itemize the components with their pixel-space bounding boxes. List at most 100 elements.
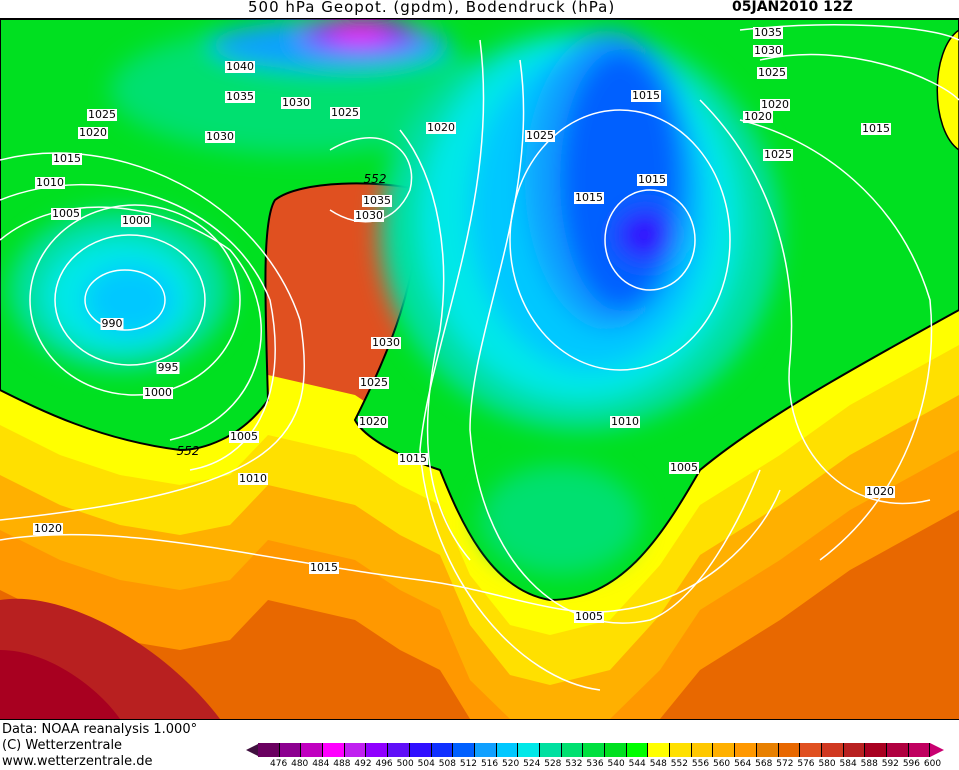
legend-swatch [474,743,497,757]
isobar-label: 1005 [574,610,604,623]
isobar-label: 990 [100,317,124,330]
isobar-label: 1020 [743,110,773,123]
map-title: 500 hPa Geopot. (gpdm), Bodendruck (hPa) [248,0,616,16]
geopotential-label: 552 [176,444,200,458]
isobar-label: 1030 [371,336,401,349]
isobar-label: 1030 [281,96,311,109]
legend-swatch [865,743,887,757]
isobar-label: 1030 [205,130,235,143]
legend-swatch [388,743,410,757]
isobar-label: 1035 [753,26,783,39]
isobar-label: 1025 [87,108,117,121]
legend-tick-label: 488 [333,759,351,769]
legend-swatch [886,743,909,757]
warm-band [0,510,959,719]
legend-swatch [843,743,866,757]
legend-tick-label: 528 [544,759,562,769]
legend-swatch [821,743,844,757]
cold-areas [10,19,780,575]
map-date: 05JAN2010 12Z [732,0,853,15]
legend-swatch [258,743,280,757]
legend-swatch [431,743,454,757]
isobar-label: 1025 [359,376,389,389]
isobar-label: 1020 [426,121,456,134]
legend-tick-label: 572 [776,759,794,769]
warm-patch-northeast [936,29,959,151]
isobar-label: 1020 [33,522,63,535]
legend-tick-label: 600 [923,759,942,769]
map-header: 500 hPa Geopot. (gpdm), Bodendruck (hPa)… [0,0,959,18]
isobar-label: 1015 [309,561,339,574]
legend-tick-label: 580 [818,759,836,769]
isobar-label: 1020 [865,485,895,498]
legend-tick-label: 544 [628,759,646,769]
legend-swatch [279,743,302,757]
legend-swatch [583,743,605,757]
isobar-label: 1035 [225,90,255,103]
isobar-label: 1015 [52,152,82,165]
isobar-label: 1005 [669,461,699,474]
legend-tick-label: 536 [586,759,604,769]
legend-tick-label: 496 [375,759,393,769]
legend-tick-label: 568 [755,759,773,769]
geopotential-label: 552 [363,172,387,186]
website-link[interactable]: www.wetterzentrale.de [2,754,153,769]
legend-swatch [691,743,714,757]
warm-core-inner [0,650,120,719]
legend-swatch [453,743,475,757]
isobar-label: 1025 [330,106,360,119]
legend-swatch [518,743,540,757]
legend-tick-label: 556 [691,759,710,769]
legend-swatch [648,743,671,757]
isobar-label: 1040 [225,60,255,73]
legend-swatch [735,743,757,757]
legend-tick-label: 584 [839,759,857,769]
legend-tick-label: 500 [396,759,414,769]
legend-tick-label: 540 [607,759,625,769]
legend-tick-label: 592 [881,759,899,769]
isobar-label: 1030 [354,209,384,222]
data-source: Data: NOAA reanalysis 1.000° [2,722,198,737]
legend-swatch [800,743,822,757]
legend-tick-label: 480 [291,759,309,769]
warm-bands [0,285,959,719]
legend-swatch [323,743,345,757]
isobar-label: 1000 [121,214,151,227]
isobar-label: 1015 [574,191,604,204]
map-footer: Data: NOAA reanalysis 1.000° (C) Wetterz… [0,721,240,770]
legend-swatch [908,743,931,757]
legend-tick-label: 508 [438,759,456,769]
legend-swatch [496,743,519,757]
isobar-label: 1005 [229,430,259,443]
legend-tick-label: 504 [417,759,435,769]
legend-swatch [539,743,562,757]
isobar-label: 1000 [143,386,173,399]
isobar-label: 1015 [861,122,891,135]
isobar-label: 1010 [238,472,268,485]
legend-swatch [301,743,324,757]
legend-swatch [713,743,736,757]
legend-tick-label: 520 [502,759,520,769]
legend-low-arrow [246,743,260,757]
isobar-label: 1015 [637,173,667,186]
legend-tick-label: 588 [860,759,878,769]
legend-colorbar [258,743,931,757]
copyright: (C) Wetterzentrale [2,738,123,753]
weather-map: 1040 1035 1030 1025 1020 1025 1020 1015 … [0,18,959,720]
legend-tick-label: 492 [354,759,372,769]
isobar-label: 1020 [78,126,108,139]
isobar-label: 1025 [757,66,787,79]
isobar-label: 1010 [35,176,65,189]
legend-tick-label: 552 [670,759,688,769]
legend-swatch [626,743,649,757]
legend-tick-label: 524 [523,759,541,769]
isobar-label: 1030 [753,44,783,57]
isobar-label: 1020 [760,98,790,111]
legend-tick-label: 476 [270,759,288,769]
legend-ticks: 476 480 484 488 492 496 500 504 508 512 516 520 524 5… [270,759,945,770]
legend-tick-label: 512 [459,759,478,769]
isobar-label: 1020 [358,415,388,428]
legend-tick-label: 596 [902,759,920,769]
isobar-label: 1005 [51,207,81,220]
isobar-label: 1025 [763,148,793,161]
